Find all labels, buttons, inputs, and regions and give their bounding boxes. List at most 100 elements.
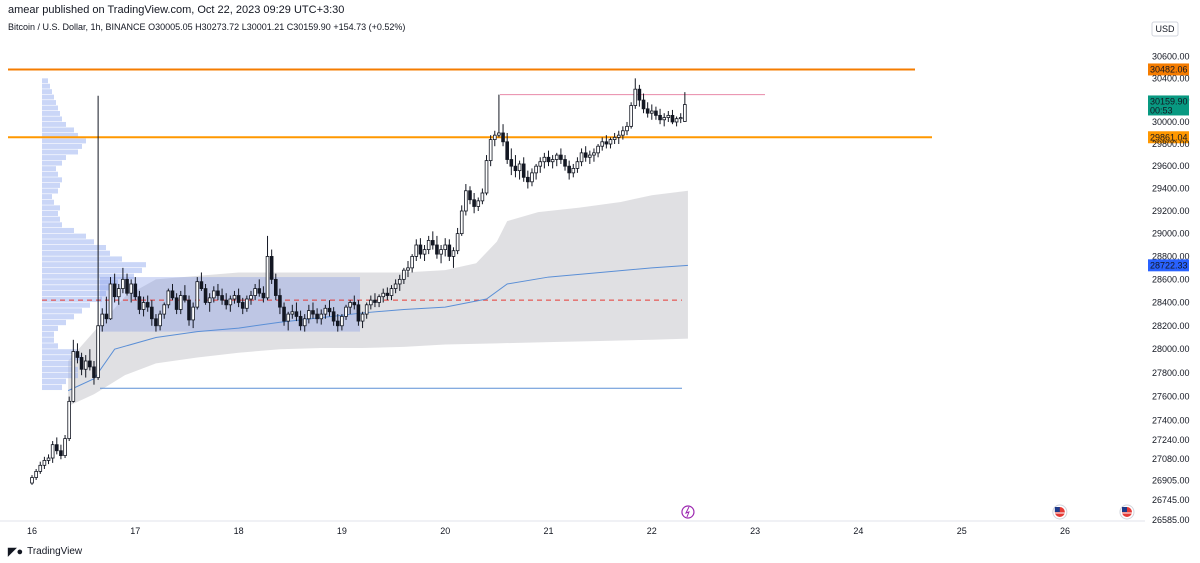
candle-body[interactable] (385, 292, 390, 296)
candle-body[interactable] (583, 152, 588, 158)
candle-body[interactable] (629, 105, 633, 127)
candle-body[interactable] (232, 295, 237, 300)
candle-body[interactable] (92, 366, 96, 378)
candle-body[interactable] (145, 302, 150, 308)
candle-body[interactable] (505, 141, 509, 160)
candle-body[interactable] (435, 244, 439, 255)
candle-body[interactable] (662, 117, 666, 121)
candle-body[interactable] (364, 304, 369, 315)
candle-body[interactable] (257, 288, 262, 294)
candle-body[interactable] (191, 306, 195, 321)
currency-box[interactable] (1151, 21, 1179, 37)
candle-body[interactable] (674, 118, 679, 123)
candle-body[interactable] (381, 292, 386, 298)
candle-body[interactable] (616, 134, 621, 138)
candle-body[interactable] (294, 311, 299, 317)
candle-body[interactable] (290, 311, 295, 315)
candle-body[interactable] (439, 249, 443, 255)
candle-body[interactable] (104, 313, 109, 320)
candle-body[interactable] (340, 316, 344, 327)
candle-body[interactable] (133, 283, 138, 298)
candle-body[interactable] (678, 117, 683, 120)
candle-body[interactable] (488, 139, 493, 162)
candle-body[interactable] (402, 269, 406, 280)
candle-body[interactable] (389, 288, 394, 296)
candle-body[interactable] (228, 298, 233, 306)
candle-body[interactable] (327, 307, 332, 313)
candle-body[interactable] (670, 114, 675, 123)
candle-body[interactable] (447, 244, 452, 257)
candle-body[interactable] (612, 136, 617, 140)
candle-body[interactable] (67, 400, 71, 440)
candle-body[interactable] (592, 152, 596, 156)
candle-body[interactable] (633, 88, 638, 106)
candle-body[interactable] (96, 325, 100, 378)
candle-body[interactable] (199, 281, 204, 289)
candle-body[interactable] (116, 288, 121, 298)
candle-body[interactable] (282, 306, 286, 322)
candle-body[interactable] (352, 302, 357, 306)
candle-body[interactable] (455, 233, 460, 252)
candle-body[interactable] (207, 297, 212, 303)
candle-body[interactable] (335, 320, 340, 327)
candle-body[interactable] (526, 176, 530, 183)
candle-body[interactable] (54, 444, 59, 452)
candle-body[interactable] (356, 304, 361, 322)
candle-body[interactable] (414, 244, 419, 257)
candle-body[interactable] (46, 457, 51, 461)
candle-body[interactable] (203, 288, 208, 303)
candle-body[interactable] (302, 318, 307, 327)
candle-body[interactable] (377, 296, 381, 303)
candle-body[interactable] (311, 310, 315, 315)
candle-body[interactable] (38, 464, 43, 472)
candle-body[interactable] (30, 477, 34, 484)
candle-body[interactable] (422, 249, 427, 255)
candle-body[interactable] (431, 240, 435, 246)
candle-body[interactable] (654, 110, 658, 116)
current-price-badge[interactable] (1148, 95, 1189, 116)
candle-body[interactable] (236, 295, 241, 303)
candle-body[interactable] (42, 460, 47, 466)
candle-body[interactable] (393, 283, 398, 289)
candle-body[interactable] (162, 304, 167, 315)
candle-body[interactable] (645, 108, 650, 114)
candle-body[interactable] (220, 295, 224, 301)
candle-body[interactable] (137, 296, 142, 310)
candle-body[interactable] (579, 152, 584, 163)
candle-body[interactable] (88, 360, 92, 368)
candle-body[interactable] (492, 134, 497, 140)
candle-body[interactable] (323, 307, 328, 315)
candle-body[interactable] (567, 165, 571, 174)
candle-body[interactable] (240, 302, 245, 309)
candle-body[interactable] (480, 192, 485, 202)
candle-body[interactable] (112, 283, 117, 298)
candle-body[interactable] (666, 114, 671, 118)
candle-body[interactable] (588, 154, 592, 158)
candle-body[interactable] (604, 141, 609, 145)
candle-body[interactable] (83, 360, 88, 370)
candle-body[interactable] (170, 290, 175, 299)
candle-body[interactable] (443, 244, 447, 250)
candle-body[interactable] (546, 156, 551, 163)
candle-body[interactable] (468, 190, 472, 201)
candle-body[interactable] (224, 299, 229, 306)
candle-body[interactable] (637, 88, 642, 101)
candle-body[interactable] (261, 292, 266, 299)
candle-body[interactable] (650, 110, 654, 114)
candle-body[interactable] (658, 114, 662, 121)
candle-body[interactable] (600, 141, 605, 147)
candle-body[interactable] (563, 159, 567, 167)
candle-body[interactable] (59, 450, 63, 456)
candle-body[interactable] (195, 281, 200, 308)
candle-body[interactable] (166, 290, 171, 306)
candle-body[interactable] (315, 313, 319, 320)
candle-body[interactable] (174, 297, 179, 310)
candle-body[interactable] (307, 310, 311, 320)
candle-body[interactable] (71, 351, 76, 402)
candle-body[interactable] (472, 199, 476, 207)
candle-body[interactable] (187, 299, 191, 321)
candle-body[interactable] (426, 240, 431, 250)
candle-body[interactable] (451, 250, 456, 257)
candle-body[interactable] (63, 438, 67, 456)
